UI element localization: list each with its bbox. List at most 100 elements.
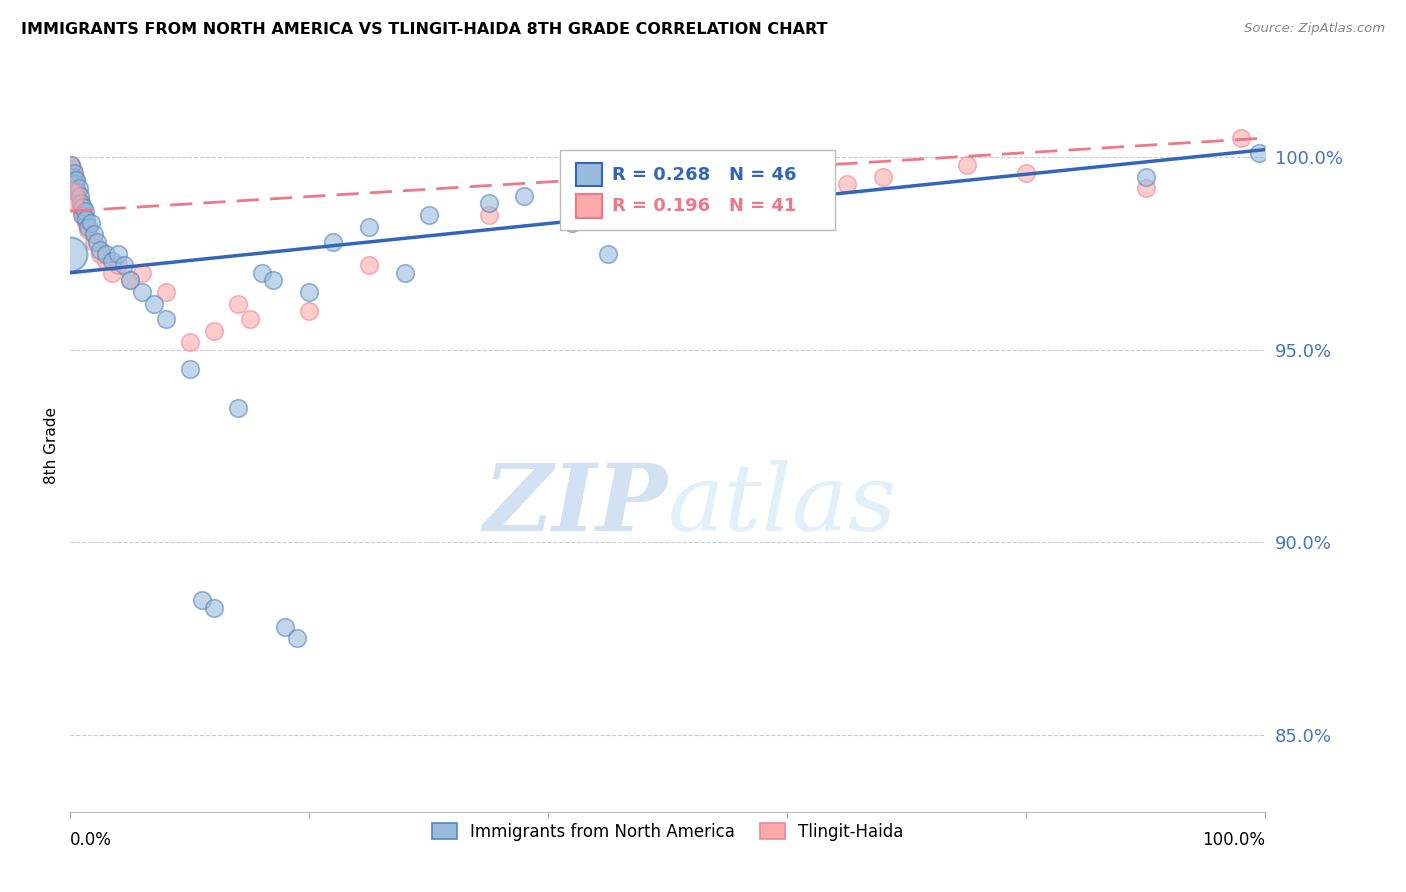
Text: R = 0.268   N = 46: R = 0.268 N = 46 xyxy=(612,166,796,184)
Point xyxy=(77,223,100,237)
Point xyxy=(79,216,101,230)
Point xyxy=(86,235,108,249)
Point xyxy=(598,246,620,260)
Point xyxy=(287,632,309,646)
Point xyxy=(59,188,82,202)
Point xyxy=(69,196,91,211)
FancyBboxPatch shape xyxy=(561,150,835,230)
Point xyxy=(239,312,262,326)
Point xyxy=(1230,131,1253,145)
Point xyxy=(63,169,86,184)
Point xyxy=(67,181,90,195)
Point xyxy=(143,296,166,310)
Point xyxy=(717,169,740,184)
Point xyxy=(70,200,93,214)
Point xyxy=(101,266,124,280)
Point xyxy=(70,208,93,222)
Point xyxy=(120,273,141,287)
Point xyxy=(155,285,177,299)
Point xyxy=(66,185,89,199)
Point xyxy=(131,266,153,280)
Point xyxy=(394,266,416,280)
Point xyxy=(274,620,297,634)
Point xyxy=(83,235,105,249)
Point xyxy=(77,219,100,234)
Point xyxy=(65,181,87,195)
Point xyxy=(73,204,96,219)
Point xyxy=(561,216,583,230)
Point xyxy=(359,219,381,234)
Point xyxy=(226,296,249,310)
Point xyxy=(62,161,84,176)
Text: 0.0%: 0.0% xyxy=(70,831,112,849)
Point xyxy=(112,258,135,272)
FancyBboxPatch shape xyxy=(576,194,602,218)
Point xyxy=(60,158,83,172)
Point xyxy=(96,246,118,260)
Text: IMMIGRANTS FROM NORTH AMERICA VS TLINGIT-HAIDA 8TH GRADE CORRELATION CHART: IMMIGRANTS FROM NORTH AMERICA VS TLINGIT… xyxy=(21,22,828,37)
Point xyxy=(298,304,321,318)
Point xyxy=(67,188,90,202)
Point xyxy=(89,243,111,257)
Point xyxy=(872,169,894,184)
Point xyxy=(65,173,87,187)
Point xyxy=(1135,181,1157,195)
Text: atlas: atlas xyxy=(668,459,897,549)
Text: 100.0%: 100.0% xyxy=(1202,831,1265,849)
Point xyxy=(62,166,84,180)
Point xyxy=(1249,146,1271,161)
Point xyxy=(155,312,177,326)
Point xyxy=(63,178,86,192)
Point xyxy=(63,178,86,192)
Point xyxy=(70,196,93,211)
Point xyxy=(69,188,91,202)
Point xyxy=(250,266,273,280)
Point xyxy=(191,593,214,607)
Point xyxy=(107,246,129,260)
Point xyxy=(322,235,344,249)
Point xyxy=(179,334,201,349)
Point xyxy=(101,254,124,268)
Point xyxy=(263,273,285,287)
Point xyxy=(72,200,94,214)
Point xyxy=(96,254,118,268)
Legend: Immigrants from North America, Tlingit-Haida: Immigrants from North America, Tlingit-H… xyxy=(425,816,911,847)
Point xyxy=(478,196,501,211)
Text: ZIP: ZIP xyxy=(484,459,668,549)
Text: Source: ZipAtlas.com: Source: ZipAtlas.com xyxy=(1244,22,1385,36)
Point xyxy=(107,258,129,272)
Point xyxy=(89,246,111,260)
Point xyxy=(179,362,201,376)
Point xyxy=(956,158,979,172)
Point xyxy=(598,188,620,202)
Point xyxy=(513,188,536,202)
Point xyxy=(226,401,249,415)
Point xyxy=(657,169,679,184)
Point xyxy=(59,246,82,260)
Text: R = 0.196   N = 41: R = 0.196 N = 41 xyxy=(612,197,796,215)
Point xyxy=(298,285,321,299)
Point xyxy=(418,208,440,222)
Point xyxy=(837,178,859,192)
FancyBboxPatch shape xyxy=(576,163,602,186)
Point xyxy=(63,166,86,180)
Point xyxy=(1015,166,1038,180)
Point xyxy=(62,169,84,184)
Y-axis label: 8th Grade: 8th Grade xyxy=(44,408,59,484)
Point xyxy=(202,600,225,615)
Point xyxy=(657,196,679,211)
Point xyxy=(131,285,153,299)
Point xyxy=(66,185,89,199)
Point xyxy=(75,211,97,226)
Point xyxy=(359,258,381,272)
Point xyxy=(70,204,93,219)
Point xyxy=(478,208,501,222)
Point xyxy=(60,158,83,172)
Point xyxy=(65,173,87,187)
Point xyxy=(120,273,141,287)
Point xyxy=(75,216,97,230)
Point xyxy=(776,188,799,202)
Point xyxy=(72,208,94,222)
Point xyxy=(73,211,96,226)
Point xyxy=(83,227,105,242)
